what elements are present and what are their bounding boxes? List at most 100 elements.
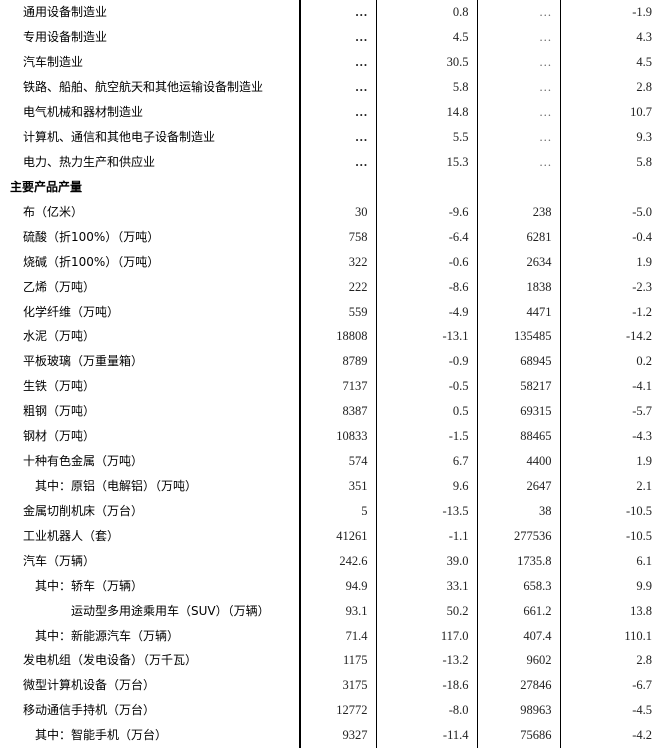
table-row: 乙烯（万吨） 222 -8.6 1838 -2.3	[0, 274, 660, 300]
cell-col-1: …	[300, 24, 377, 50]
cell-col-2: 5.8	[376, 74, 478, 100]
cell-col-1: …	[300, 149, 377, 175]
row-label: 其中：智能手机（万台）	[0, 722, 301, 748]
cell-col-1: …	[300, 49, 377, 75]
cell-col-2: -8.0	[376, 697, 478, 723]
row-label: 乙烯（万吨）	[0, 274, 301, 300]
cell-col-4	[560, 174, 660, 199]
cell-col-2: -13.5	[376, 498, 478, 524]
cell-col-2: 9.6	[376, 473, 478, 499]
cell-col-4: 2.8	[636, 653, 652, 668]
row-label: 金属切削机床（万台）	[0, 498, 301, 524]
cell-col-4: 6.1	[636, 553, 652, 568]
cell-col-3: 1735.8	[477, 548, 561, 574]
cell-col-4: -4.1	[632, 379, 652, 394]
cell-col-4: -5.0	[632, 204, 652, 219]
cell-col-4: 2.8	[636, 80, 652, 95]
cell-col-1: …	[300, 74, 377, 100]
table-row: 其中：智能手机（万台） 9327 -11.4 75686 -4.2	[0, 722, 660, 748]
cell-col-4: -5.7	[632, 404, 652, 419]
cell-col-4: -0.4	[632, 229, 652, 244]
cell-col-4: -1.2	[632, 304, 652, 319]
cell-col-3: 4471	[477, 299, 561, 324]
table-row: 微型计算机设备（万台） 3175 -18.6 27846 -6.7	[0, 672, 660, 698]
cell-col-3: 98963	[477, 697, 561, 723]
cell-col-2: -13.2	[376, 647, 478, 673]
row-label: 粗钢（万吨）	[0, 398, 301, 424]
cell-col-4: 9.9	[636, 578, 652, 593]
cell-col-3: 135485	[477, 323, 561, 349]
row-label: 其中：原铝（电解铝）（万吨）	[0, 473, 301, 499]
cell-col-1: 41261	[300, 523, 377, 549]
cell-col-2: -13.1	[376, 323, 478, 349]
cell-col-2: 6.7	[376, 448, 478, 474]
cell-col-2: -4.9	[376, 299, 478, 324]
cell-col-2: -11.4	[376, 722, 478, 748]
table-row: 十种有色金属（万吨） 574 6.7 4400 1.9	[0, 448, 660, 474]
cell-col-2: -1.1	[376, 523, 478, 549]
row-label: 发电机组（发电设备）（万千瓦）	[0, 647, 301, 673]
cell-col-4: 9.3	[636, 130, 652, 145]
row-label: 布（亿米）	[0, 199, 301, 225]
cell-col-3: 1838	[477, 274, 561, 300]
cell-col-3: 407.4	[477, 623, 561, 648]
cell-col-3: 6281	[477, 224, 561, 250]
cell-col-3: 238	[477, 199, 561, 225]
cell-col-1: 8387	[300, 398, 377, 424]
cell-col-4: -10.5	[625, 528, 652, 543]
table-row: 专用设备制造业… 4.5… 4.3	[0, 24, 660, 50]
cell-col-4: -4.3	[632, 429, 652, 444]
row-label: 其中：新能源汽车（万辆）	[0, 623, 301, 648]
cell-col-4: 1.9	[636, 254, 652, 269]
table-row: 水泥（万吨） 18808 -13.1 135485 -14.2	[0, 323, 660, 349]
cell-col-1: …	[300, 99, 377, 125]
table-row: 其中：原铝（电解铝）（万吨） 351 9.6 2647 2.1	[0, 473, 660, 499]
cell-col-3: …	[477, 124, 561, 150]
table-row: 工业机器人（套） 41261 -1.1 277536 -10.5	[0, 523, 660, 549]
row-label: 汽车制造业	[0, 49, 301, 75]
cell-col-1: …	[300, 124, 377, 150]
cell-col-2: 50.2	[376, 598, 478, 624]
cell-col-2	[376, 174, 478, 200]
cell-col-4: -1.9	[632, 5, 652, 20]
cell-col-2: -0.6	[376, 249, 478, 275]
cell-col-4: -4.2	[632, 728, 652, 743]
table-row: 生铁（万吨） 7137 -0.5 58217 -4.1	[0, 373, 660, 399]
cell-col-4: 2.1	[636, 478, 652, 493]
cell-col-3	[477, 174, 561, 200]
table-row: 平板玻璃（万重量箱） 8789 -0.9 68945 0.2	[0, 348, 660, 374]
cell-col-3: 9602	[477, 647, 561, 673]
cell-col-3: 75686	[477, 722, 561, 748]
section-header-row: 主要产品产量	[0, 174, 660, 200]
cell-col-4: -14.2	[625, 329, 652, 344]
cell-col-4: -2.3	[632, 279, 652, 294]
row-label: 工业机器人（套）	[0, 523, 301, 549]
cell-col-2: -18.6	[376, 672, 478, 698]
row-label: 主要产品产量	[0, 174, 301, 200]
row-label: 硫酸（折100%）（万吨）	[0, 224, 301, 250]
row-label: 电力、热力生产和供应业	[0, 149, 301, 175]
cell-col-1: 758	[300, 224, 377, 250]
row-label: 平板玻璃（万重量箱）	[0, 348, 301, 374]
table-row: 金属切削机床（万台） 5 -13.5 38 -10.5	[0, 498, 660, 524]
cell-col-1: 559	[300, 299, 377, 324]
cell-col-4: 1.9	[636, 454, 652, 469]
cell-col-3: 2647	[477, 473, 561, 499]
cell-col-3: 277536	[477, 523, 561, 549]
cell-col-2: 0.5	[376, 398, 478, 424]
cell-col-1: 7137	[300, 373, 377, 399]
table-row: 布（亿米） 30 -9.6 238 -5.0	[0, 199, 660, 225]
cell-col-4: 5.8	[636, 154, 652, 169]
cell-col-2: -0.9	[376, 348, 478, 374]
table-row: 其中：轿车（万辆） 94.9 33.1 658.3 9.9	[0, 573, 660, 599]
cell-col-3: 4400	[477, 448, 561, 474]
cell-col-3: 658.3	[477, 573, 561, 599]
cell-col-1	[300, 174, 377, 200]
cell-col-4: 4.3	[636, 30, 652, 45]
cell-col-3: 69315	[477, 398, 561, 424]
cell-col-3: 661.2	[477, 598, 561, 624]
cell-col-1: 30	[300, 199, 377, 225]
cell-col-1: 1175	[300, 647, 377, 673]
cell-col-4: 0.2	[636, 354, 652, 369]
